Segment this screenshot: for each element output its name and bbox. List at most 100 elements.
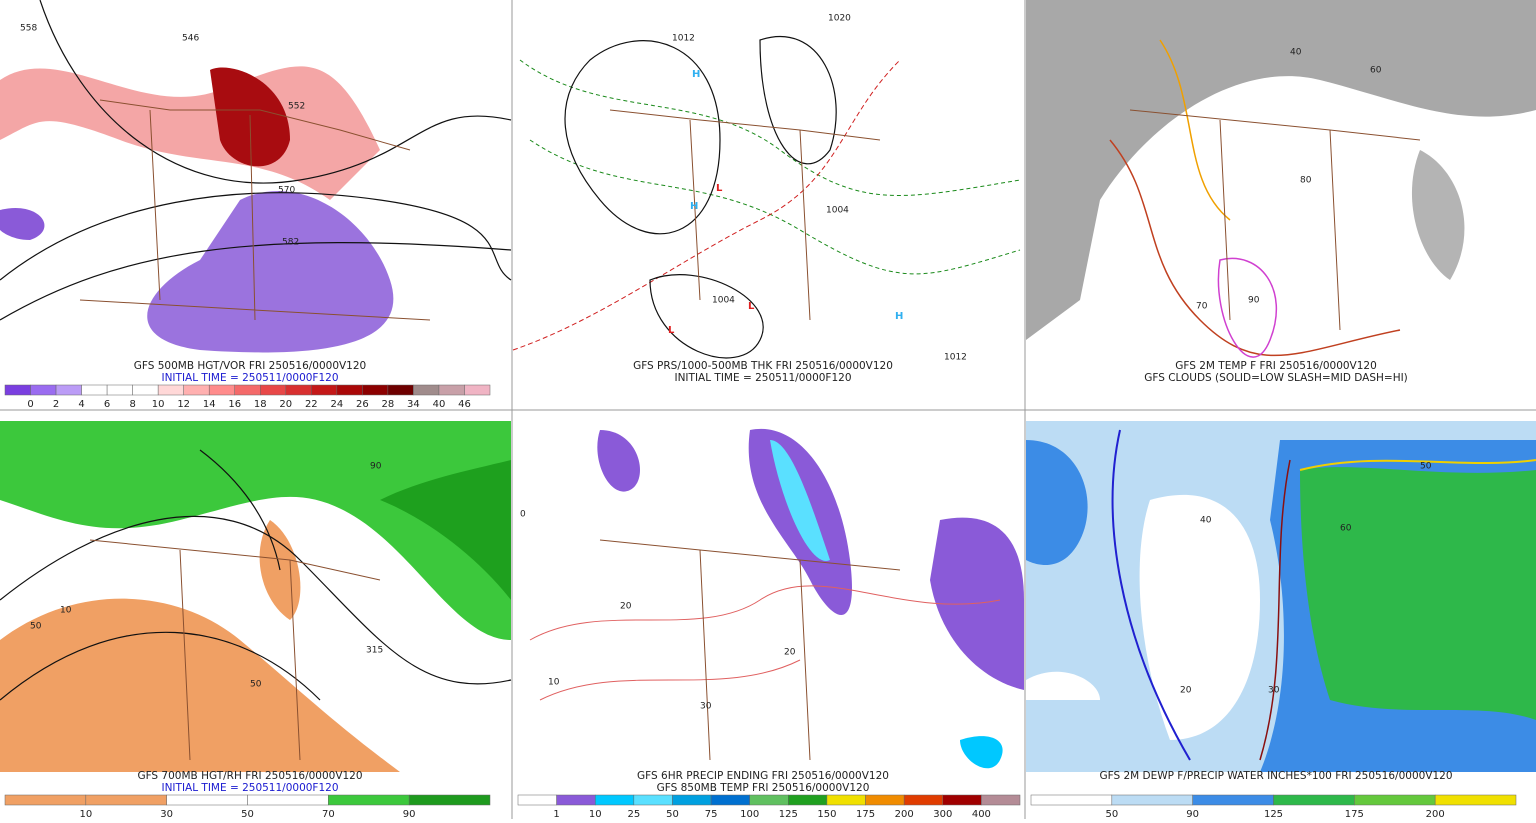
panel-caption: GFS 2M TEMP F FRI 250516/0000V120 [1175, 360, 1377, 372]
colorbar-label: 18 [254, 399, 267, 410]
colorbar-label: 14 [203, 399, 216, 410]
colorbar-swatch [556, 794, 596, 806]
colorbar-label: 50 [666, 809, 679, 819]
contour-label: 90 [370, 462, 382, 472]
colorbar-swatch [1434, 794, 1517, 806]
contour-label: 1020 [828, 14, 851, 24]
colorbar-swatch [826, 794, 866, 806]
contour-label: 30 [700, 702, 712, 712]
high-marker: H [692, 69, 700, 80]
colorbar-swatch [1192, 794, 1274, 806]
colorbar-label: 16 [228, 399, 241, 410]
colorbar-swatch [183, 384, 210, 396]
colorbar-swatch [85, 794, 167, 806]
colorbar-label: 6 [104, 399, 110, 410]
map-panel-1: 558 546 552 570 582 [0, 0, 512, 362]
colorbar-label: 2 [53, 399, 59, 410]
contour-label: 40 [1290, 48, 1302, 58]
panel-caption: GFS 700MB HGT/RH FRI 250516/0000V120 [137, 770, 362, 782]
colorbar-swatch [1111, 794, 1193, 806]
map-panel-2: H H H L L L 1020 1012 1004 1012 1004 [512, 0, 1024, 363]
colorbar-swatch [106, 384, 133, 396]
colorbar-swatch [865, 794, 905, 806]
map-panel-5: 30 20 10 0 20 [513, 421, 1024, 772]
colorbar-swatch [1030, 794, 1113, 806]
colorbar-swatch [408, 794, 491, 806]
contour-label: 90 [1248, 296, 1260, 306]
colorbar-swatch [672, 794, 712, 806]
colorbar-label: 0 [27, 399, 33, 410]
contour-label: 1012 [944, 353, 967, 363]
contour-label: 60 [1370, 66, 1382, 76]
colorbar-swatch [234, 384, 261, 396]
panel-caption: GFS 850MB TEMP FRI 250516/0000V120 [657, 782, 870, 794]
colorbar-label: 10 [589, 809, 602, 819]
colorbar-swatch [387, 384, 414, 396]
colorbar-swatch [464, 384, 491, 396]
colorbar-swatch [710, 794, 750, 806]
colorbar-label: 50 [241, 809, 254, 819]
low-marker: L [668, 325, 675, 336]
colorbar-swatch [81, 384, 108, 396]
colorbar-label: 200 [1426, 809, 1445, 819]
low-marker: L [748, 301, 755, 312]
colorbar-label: 70 [322, 809, 335, 819]
contour-label: 50 [1420, 462, 1432, 472]
panel-caption: GFS 2M DEWP F/PRECIP WATER INCHES*100 FR… [1099, 770, 1452, 782]
colorbar-swatch [903, 794, 944, 806]
low-marker: L [716, 183, 723, 194]
panel-caption: GFS 6HR PRECIP ENDING FRI 250516/0000V12… [637, 770, 889, 782]
colorbar-swatch [336, 384, 363, 396]
colorbar-label: 10 [79, 809, 92, 819]
colorbar-swatch [594, 794, 635, 806]
colorbar-swatch [30, 384, 57, 396]
colorbar-label: 26 [356, 399, 369, 410]
colorbar-label: 200 [895, 809, 914, 819]
colorbar-label: 24 [330, 399, 343, 410]
colorbar-label: 100 [740, 809, 759, 819]
colorbar-label: 34 [407, 399, 420, 410]
contour-label: 315 [366, 646, 383, 656]
panel-caption: GFS 500MB HGT/VOR FRI 250516/0000V120 [134, 360, 366, 372]
colorbar-label: 22 [305, 399, 318, 410]
colorbar-swatch [788, 794, 828, 806]
high-marker: H [690, 201, 698, 212]
colorbar-label: 125 [779, 809, 798, 819]
colorbar-label: 46 [458, 399, 471, 410]
contour-label: 1004 [826, 206, 849, 216]
colorbar-label: 40 [433, 399, 446, 410]
colorbar-label: 175 [856, 809, 875, 819]
colorbar-label: 50 [1105, 809, 1118, 819]
contour-label: 10 [60, 606, 72, 616]
map-panel-3: 80 70 90 60 40 [1026, 0, 1536, 362]
high-marker: H [895, 311, 903, 322]
contour-label: 50 [30, 622, 42, 632]
colorbar-swatch [55, 384, 82, 396]
contour-label: 1004 [712, 296, 735, 306]
colorbar-swatch [413, 384, 440, 396]
colorbar-swatch [157, 384, 184, 396]
colorbar-swatch [749, 794, 789, 806]
colorbar-swatch [633, 794, 673, 806]
contour-label: 20 [620, 602, 632, 612]
contour-label: 20 [1180, 686, 1192, 696]
colorbar-label: 30 [160, 809, 173, 819]
colorbar-swatch [1354, 794, 1436, 806]
colorbar-label: 20 [279, 399, 292, 410]
panel-caption: GFS CLOUDS (SOLID=LOW SLASH=MID DASH=HI) [1144, 372, 1408, 384]
colorbar-swatch [247, 794, 329, 806]
contour-label: 30 [1268, 686, 1280, 696]
contour-label: 10 [548, 678, 560, 688]
contour-label: 0 [520, 510, 526, 520]
colorbar-swatch [438, 384, 465, 396]
contour-label: 582 [282, 238, 299, 248]
contour-label: 50 [250, 680, 262, 690]
map-panel-4: 50 90 315 50 10 [0, 421, 512, 772]
panel-caption: INITIAL TIME = 250511/0000F120 [674, 372, 851, 384]
colorbar-swatch [4, 794, 87, 806]
colorbar-swatch [328, 794, 410, 806]
colorbar-label: 300 [933, 809, 952, 819]
colorbar-label: 1 [553, 809, 559, 819]
colorbar-swatch [208, 384, 235, 396]
